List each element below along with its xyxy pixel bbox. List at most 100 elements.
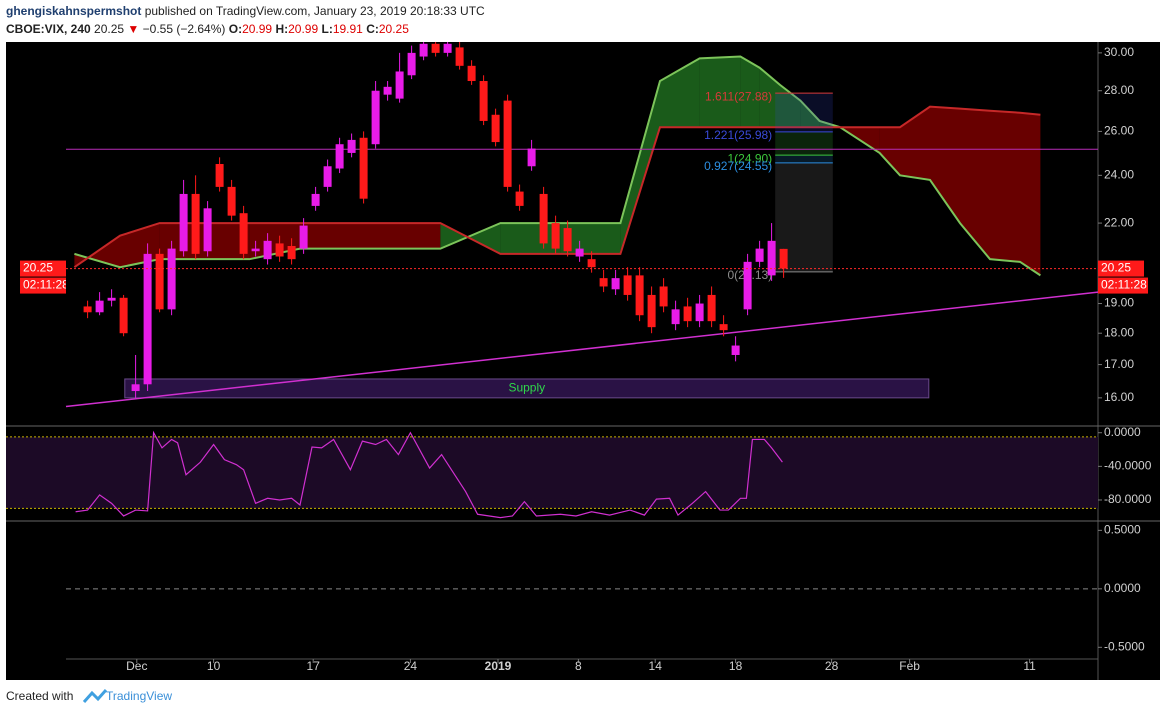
cloud-segment (500, 223, 561, 254)
last-price-label: 20.25 (23, 261, 53, 275)
candle-body (647, 294, 656, 328)
high-label: H: (275, 22, 288, 36)
candle-body (107, 297, 116, 301)
high: 20.99 (288, 22, 318, 36)
candle-body (683, 306, 692, 322)
badge-box (20, 277, 66, 294)
last-price-label: 20.25 (1101, 261, 1131, 275)
fib-zone (775, 155, 833, 163)
footer-brand[interactable]: TradingView (106, 689, 172, 703)
candle-body (635, 275, 644, 316)
y-tick-label: -0.5000 (1104, 639, 1145, 653)
candle-body (695, 303, 704, 322)
y-tick-label: 0.5000 (1104, 523, 1141, 537)
candle-body (371, 90, 380, 145)
candle-body (707, 294, 716, 322)
cloud-segment (1020, 112, 1041, 276)
candle-body (95, 300, 104, 313)
candle-body (179, 193, 188, 252)
x-tick-label: 8 (575, 659, 582, 673)
badge-box (1098, 277, 1148, 294)
trend-line (65, 291, 1099, 408)
x-tick-label: Feb (899, 659, 920, 673)
candle-body (527, 148, 536, 167)
close-label: C: (366, 22, 379, 36)
author: ghengiskahnspermshot (6, 4, 141, 18)
candle-body (443, 43, 452, 53)
candle-body (251, 248, 260, 252)
candle-body (587, 259, 596, 268)
low-label: L: (322, 22, 333, 36)
countdown-label: 02:11:28 (1101, 278, 1147, 292)
candle-body (419, 43, 428, 57)
y-tick-label: 16.00 (1104, 390, 1134, 404)
candle-body (299, 225, 308, 249)
x-tick-label: 2019 (485, 659, 512, 673)
supply-label: Supply (508, 381, 545, 395)
cloud-segment (960, 108, 990, 260)
candle-body (599, 278, 608, 287)
y-tick-label: 18.00 (1104, 325, 1134, 339)
candle-body (671, 309, 680, 325)
cloud-segment (300, 223, 441, 249)
y-tick-label: 22.00 (1104, 215, 1134, 229)
candle-body (575, 248, 584, 257)
footer-text: Created with (6, 689, 73, 703)
x-tick-label: Dec (126, 659, 147, 673)
symbol: CBOE:VIX, 240 (6, 22, 91, 36)
candle-body (167, 248, 176, 310)
cloud-segment (740, 56, 760, 128)
candle-body (431, 43, 440, 53)
candle-body (731, 345, 740, 355)
y-tick-label: 24.00 (1104, 168, 1134, 182)
candle-body (335, 144, 344, 169)
arrow: ▼ (127, 22, 139, 36)
header-line: ghengiskahnspermshot published on Tradin… (6, 4, 485, 18)
price-badge: 20.25 02:11:28 (1098, 260, 1148, 294)
candle-body (755, 248, 764, 262)
badge-box (20, 260, 66, 277)
ticker-line: CBOE:VIX, 240 20.25 ▼ −0.55 (−2.64%) O:2… (6, 22, 409, 36)
cloud-segment (930, 106, 960, 224)
open: 20.99 (242, 22, 272, 36)
oscillator-line (75, 430, 783, 519)
cloud-line (73, 105, 1041, 269)
candle-body (275, 243, 284, 257)
fib-zone (775, 131, 833, 156)
candle-body (83, 306, 92, 313)
y-tick-label: 26.00 (1104, 124, 1134, 138)
candle-body (119, 297, 128, 334)
band-fill (6, 436, 1098, 509)
x-tick-label: 24 (404, 659, 418, 673)
x-tick-label: 17 (307, 659, 321, 673)
y-tick-label: 19.00 (1104, 296, 1134, 310)
pane: 0.0000 -40.0000 -80.0000 (6, 425, 1152, 519)
candle-body (215, 164, 224, 187)
candle-body (395, 71, 404, 99)
candle-body (503, 100, 512, 187)
candle-body (239, 213, 248, 254)
pane: 30.00 28.00 26.00 24.00 22.00 19.00 18.00 17.00… (20, 42, 1148, 673)
candle-body (323, 166, 332, 187)
badge-box (1098, 260, 1144, 277)
cloud-segment (249, 223, 300, 260)
x-tick-label: 18 (729, 659, 743, 673)
cloud-segment (780, 84, 801, 128)
y-tick-label: 28.00 (1104, 83, 1134, 97)
candle-body (155, 253, 164, 310)
candle-body (467, 65, 476, 82)
fib-label: 1(24.90) (727, 151, 772, 165)
cloud-segment (879, 127, 900, 176)
candle-body (539, 193, 548, 244)
fib-label: 1.221(25.98) (704, 128, 772, 142)
low: 19.91 (333, 22, 363, 36)
cloud-segment (990, 110, 1020, 262)
supply-zone (124, 378, 930, 399)
x-tick-label: 11 (1023, 659, 1036, 673)
candle-body (623, 275, 632, 295)
cloud-segment (560, 223, 621, 254)
fib-label: 0.927(24.55) (704, 159, 772, 173)
y-tick-label: 0.0000 (1104, 581, 1141, 595)
candle-body (287, 246, 296, 260)
